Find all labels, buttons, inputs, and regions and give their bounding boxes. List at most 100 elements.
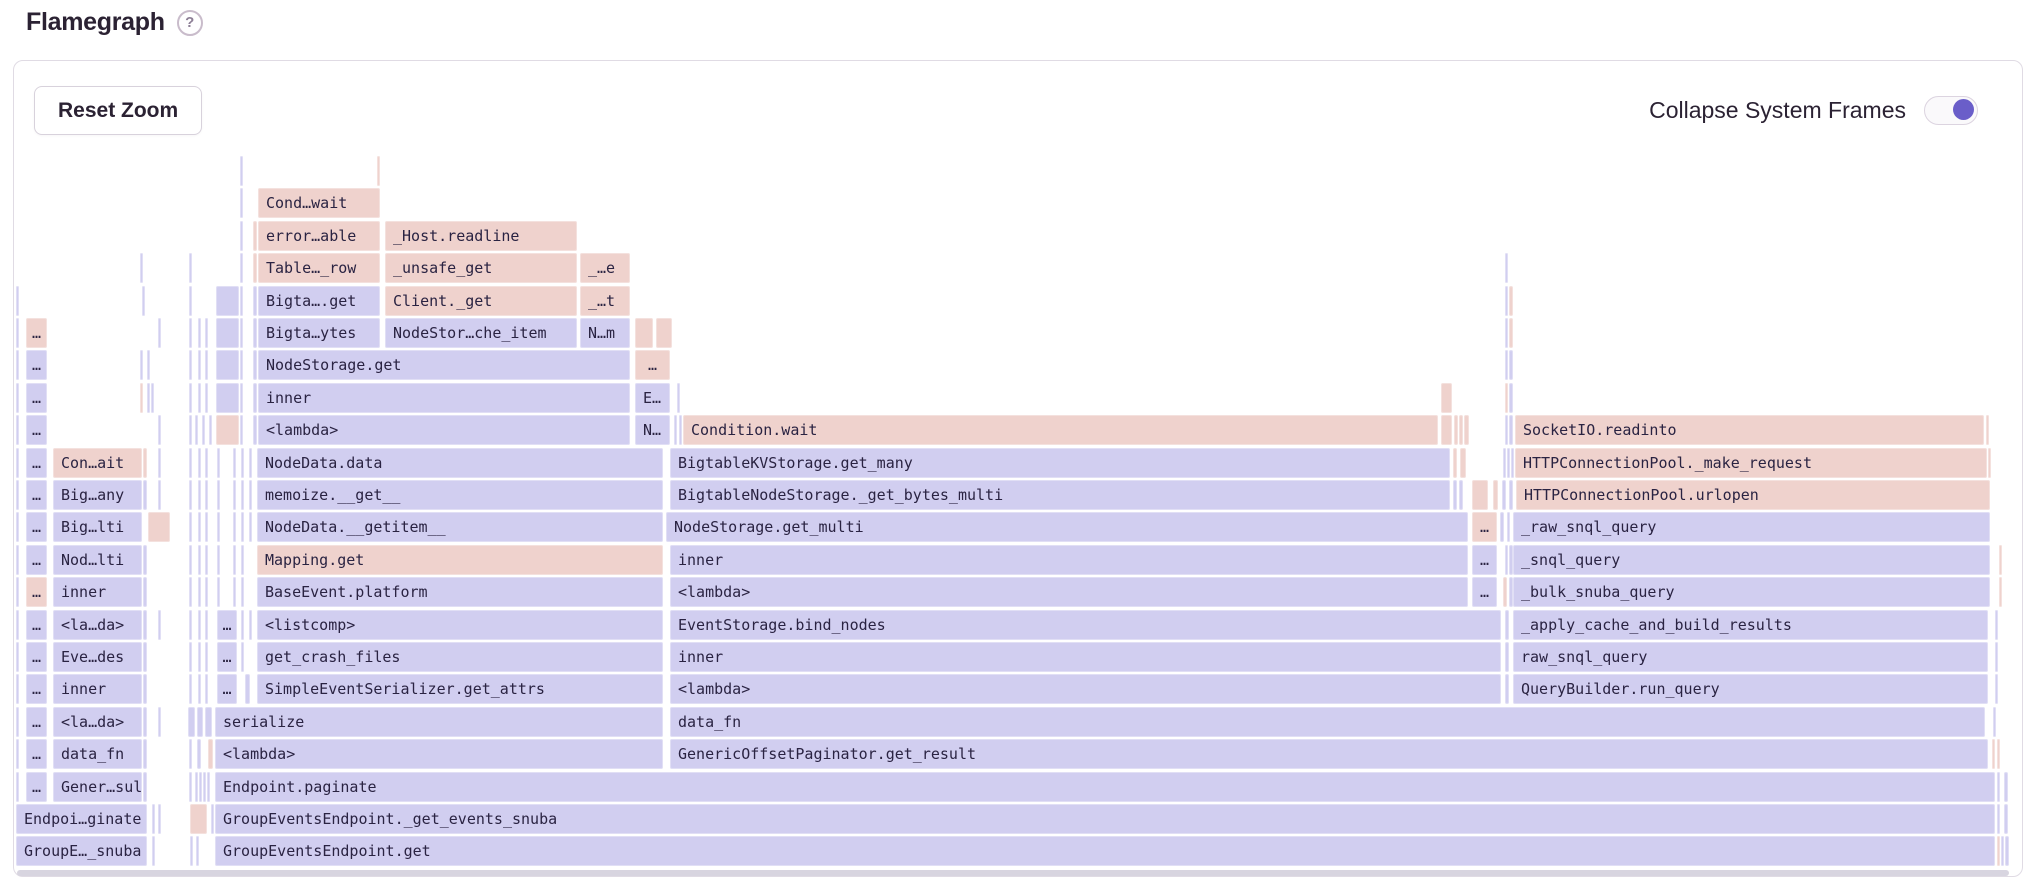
flame-frame[interactable] bbox=[143, 610, 147, 640]
flame-frame[interactable]: … bbox=[26, 674, 47, 704]
flame-frame[interactable]: NodeStorage.get bbox=[258, 350, 630, 380]
flame-frame[interactable] bbox=[1509, 577, 1513, 607]
flame-frame[interactable] bbox=[16, 545, 19, 575]
flame-frame[interactable] bbox=[1464, 415, 1469, 445]
flame-frame[interactable] bbox=[205, 642, 208, 672]
flame-frame[interactable] bbox=[205, 448, 208, 478]
flame-frame[interactable] bbox=[253, 318, 257, 348]
flame-frame[interactable] bbox=[16, 350, 19, 380]
flame-frame[interactable] bbox=[1507, 512, 1510, 542]
flame-frame[interactable] bbox=[205, 512, 208, 542]
flame-frame[interactable] bbox=[198, 545, 201, 575]
flame-frame[interactable] bbox=[16, 642, 19, 672]
flame-frame[interactable] bbox=[233, 480, 236, 510]
flame-frame[interactable] bbox=[1500, 512, 1504, 542]
flame-frame[interactable] bbox=[198, 318, 201, 348]
flame-frame[interactable] bbox=[16, 772, 19, 802]
flame-frame[interactable]: … bbox=[26, 545, 47, 575]
flame-frame[interactable] bbox=[140, 350, 143, 380]
flame-frame[interactable] bbox=[205, 318, 208, 348]
flame-frame[interactable] bbox=[241, 610, 244, 640]
flame-frame[interactable] bbox=[253, 221, 257, 251]
flame-frame[interactable] bbox=[197, 707, 203, 737]
flame-frame[interactable] bbox=[199, 772, 202, 802]
flame-frame[interactable] bbox=[205, 480, 208, 510]
flame-frame[interactable] bbox=[1995, 674, 1998, 704]
flame-frame[interactable] bbox=[147, 350, 150, 380]
flame-frame[interactable] bbox=[1441, 415, 1452, 445]
flame-frame[interactable]: … bbox=[26, 383, 47, 413]
flame-frame[interactable] bbox=[217, 448, 220, 478]
flame-frame[interactable] bbox=[143, 480, 147, 510]
flame-frame[interactable] bbox=[1511, 448, 1514, 478]
flame-frame[interactable] bbox=[16, 512, 19, 542]
flame-frame[interactable] bbox=[1509, 545, 1513, 575]
flame-frame[interactable] bbox=[217, 577, 220, 607]
flame-frame[interactable]: … bbox=[26, 318, 47, 348]
flame-frame[interactable] bbox=[143, 674, 147, 704]
flame-frame[interactable] bbox=[198, 480, 201, 510]
flame-frame[interactable] bbox=[198, 448, 201, 478]
flame-frame[interactable]: SimpleEventSerializer.get_attrs bbox=[257, 674, 663, 704]
flame-frame[interactable]: BaseEvent.platform bbox=[257, 577, 663, 607]
flame-frame[interactable]: serialize bbox=[215, 707, 663, 737]
flame-frame[interactable]: _…e bbox=[580, 253, 630, 283]
flame-frame[interactable] bbox=[1505, 545, 1508, 575]
flame-frame[interactable] bbox=[249, 448, 252, 478]
flame-frame[interactable]: NodeData.__getitem__ bbox=[257, 512, 663, 542]
flame-frame[interactable] bbox=[1509, 350, 1513, 380]
flame-frame[interactable]: Endpoi…ginate bbox=[16, 804, 147, 834]
flame-frame[interactable]: _raw_snql_query bbox=[1513, 512, 1990, 542]
flame-frame[interactable]: <la…da> bbox=[53, 707, 142, 737]
flame-frame[interactable] bbox=[198, 512, 201, 542]
flame-frame[interactable]: … bbox=[217, 610, 237, 640]
flame-frame[interactable]: … bbox=[217, 642, 237, 672]
flame-frame[interactable] bbox=[240, 221, 243, 251]
flame-frame[interactable]: <lambda> bbox=[670, 674, 1501, 704]
flame-frame[interactable]: … bbox=[26, 739, 47, 769]
flame-frame[interactable] bbox=[1505, 674, 1509, 704]
flame-frame[interactable] bbox=[1509, 480, 1513, 510]
flame-frame[interactable] bbox=[158, 480, 161, 510]
flame-frame[interactable]: GroupE…_snuba bbox=[16, 836, 147, 866]
flame-frame[interactable] bbox=[203, 772, 206, 802]
flame-frame[interactable] bbox=[143, 772, 147, 802]
flame-frame[interactable]: GroupEventsEndpoint.get bbox=[215, 836, 1995, 866]
flame-frame[interactable] bbox=[1505, 253, 1508, 283]
flame-frame[interactable] bbox=[143, 577, 147, 607]
flame-frame[interactable] bbox=[189, 448, 192, 478]
flame-frame[interactable]: inner bbox=[53, 674, 142, 704]
flame-frame[interactable]: inner bbox=[670, 642, 1501, 672]
flame-frame[interactable]: inner bbox=[670, 545, 1468, 575]
flame-frame[interactable] bbox=[205, 350, 208, 380]
flame-frame[interactable] bbox=[233, 448, 236, 478]
flame-frame[interactable] bbox=[233, 545, 236, 575]
flame-frame[interactable]: Mapping.get bbox=[257, 545, 663, 575]
flame-frame[interactable] bbox=[207, 772, 210, 802]
flame-frame[interactable] bbox=[198, 642, 201, 672]
flame-frame[interactable]: EventStorage.bind_nodes bbox=[670, 610, 1501, 640]
flame-frame[interactable] bbox=[1505, 415, 1508, 445]
flame-frame[interactable] bbox=[241, 480, 244, 510]
flame-frame[interactable] bbox=[253, 383, 257, 413]
flame-frame[interactable] bbox=[1997, 739, 2000, 769]
flame-frame[interactable]: … bbox=[26, 772, 47, 802]
flame-frame[interactable]: get_crash_files bbox=[257, 642, 663, 672]
flame-frame[interactable] bbox=[1999, 545, 2002, 575]
flame-frame[interactable] bbox=[143, 739, 147, 769]
flame-frame[interactable]: Cond…wait bbox=[258, 188, 380, 218]
flame-frame[interactable] bbox=[205, 707, 212, 737]
flame-frame[interactable] bbox=[211, 804, 214, 834]
flame-frame[interactable]: NodeStor…che_item bbox=[385, 318, 577, 348]
flame-frame[interactable] bbox=[189, 739, 192, 769]
flame-frame[interactable] bbox=[197, 739, 201, 769]
flame-frame[interactable] bbox=[152, 836, 155, 866]
flame-frame[interactable]: QueryBuilder.run_query bbox=[1513, 674, 1988, 704]
flame-frame[interactable] bbox=[677, 383, 680, 413]
flame-frame[interactable]: Endpoint.paginate bbox=[215, 772, 1995, 802]
flame-frame[interactable] bbox=[143, 707, 147, 737]
flame-frame[interactable]: Nod…lti bbox=[53, 545, 142, 575]
flame-frame[interactable] bbox=[189, 674, 192, 704]
flame-frame[interactable]: Gener…sult bbox=[53, 772, 142, 802]
flame-frame[interactable]: BigtableNodeStorage._get_bytes_multi bbox=[670, 480, 1450, 510]
